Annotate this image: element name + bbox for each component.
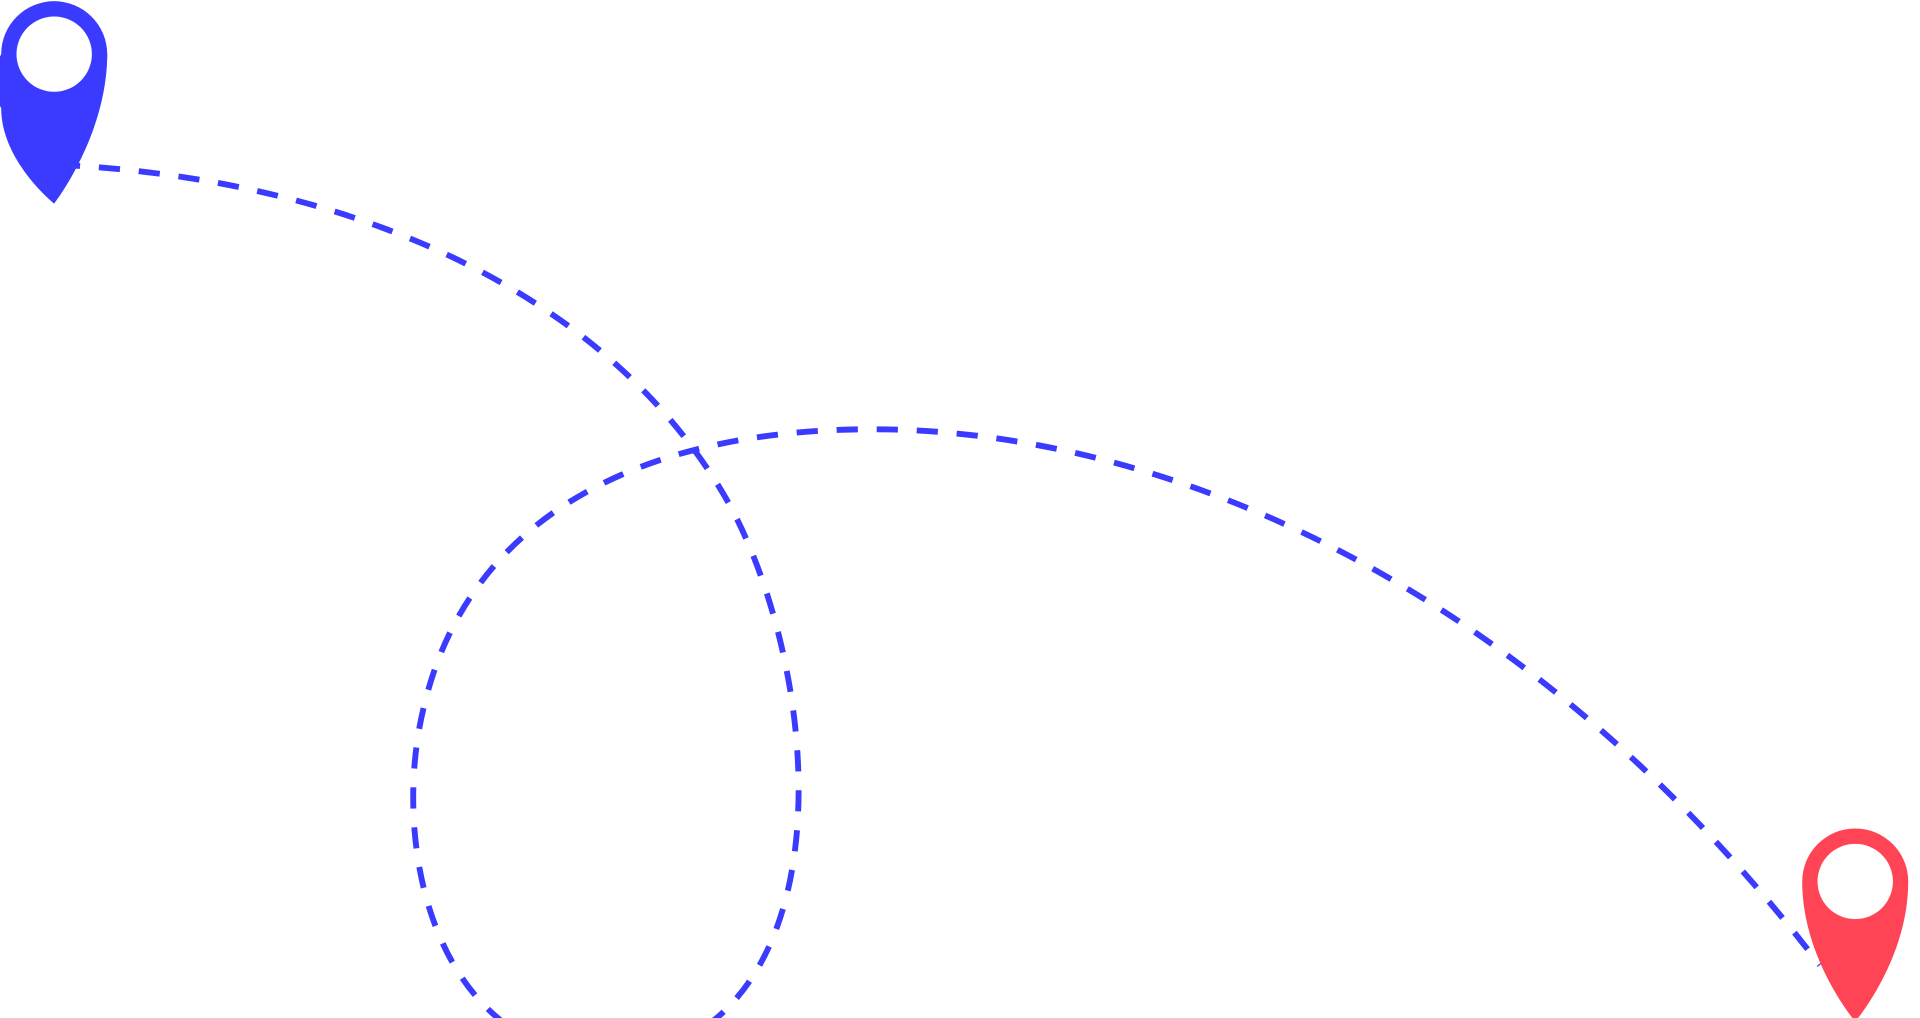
dashed-route-path <box>58 161 1823 1018</box>
end-map-pin-icon <box>1802 828 1909 1018</box>
start-map-pin-icon <box>0 1 108 204</box>
